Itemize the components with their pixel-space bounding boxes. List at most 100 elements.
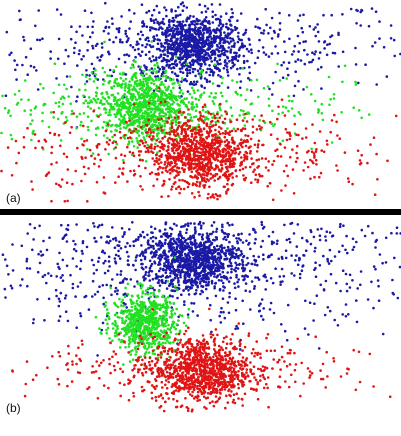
scatter-point [185, 74, 189, 77]
scatter-point [264, 53, 268, 56]
scatter-point [137, 42, 140, 46]
scatter-point [53, 62, 57, 65]
scatter-point [336, 169, 339, 172]
scatter-point [95, 268, 98, 272]
panel-a-series-0 [4, 1, 401, 129]
scatter-point [283, 146, 287, 149]
scatter-point [371, 231, 374, 235]
scatter-point [15, 161, 18, 165]
scatter-point [207, 167, 210, 170]
scatter-point [269, 301, 273, 305]
scatter-point [219, 265, 223, 269]
scatter-point [70, 112, 73, 116]
scatter-point [126, 125, 129, 128]
scatter-point [188, 54, 191, 58]
scatter-point [19, 18, 22, 21]
scatter-point [239, 109, 243, 112]
scatter-point [312, 161, 315, 165]
scatter-point [122, 293, 125, 296]
scatter-point [178, 67, 182, 71]
scatter-point [163, 122, 167, 125]
scatter-point [104, 129, 108, 133]
scatter-point [332, 93, 336, 96]
scatter-point [168, 18, 171, 22]
scatter-point [196, 22, 199, 26]
scatter-point [285, 238, 289, 242]
scatter-point [160, 94, 164, 97]
scatter-point [60, 178, 64, 181]
scatter-point [137, 97, 141, 100]
scatter-point [162, 83, 165, 86]
scatter-point [197, 125, 201, 129]
scatter-point [201, 57, 204, 61]
scatter-point [107, 260, 111, 263]
scatter-point [120, 115, 123, 118]
scatter-point [81, 73, 84, 77]
scatter-point [49, 57, 52, 60]
scatter-point [150, 67, 154, 70]
scatter-point [161, 131, 164, 135]
scatter-point [198, 49, 201, 52]
scatter-point [65, 240, 69, 243]
scatter-point [74, 249, 78, 253]
scatter-point [167, 194, 170, 198]
scatter-point [292, 192, 296, 195]
scatter-point [152, 114, 155, 117]
scatter-point [234, 129, 237, 133]
scatter-point [260, 314, 263, 318]
scatter-point [155, 157, 158, 160]
scatter-point [207, 277, 210, 281]
scatter-point [140, 244, 143, 247]
scatter-point [150, 225, 153, 229]
scatter-point [71, 286, 75, 290]
scatter-point [277, 112, 280, 116]
scatter-point [215, 18, 218, 21]
scatter-point [137, 47, 140, 51]
scatter-point [164, 71, 167, 75]
scatter-point [80, 58, 83, 61]
scatter-point [145, 146, 149, 150]
scatter-point [206, 7, 210, 10]
scatter-point [104, 26, 107, 30]
scatter-point [164, 238, 167, 242]
scatter-point [132, 103, 136, 106]
scatter-point [167, 250, 171, 253]
scatter-point [114, 65, 118, 68]
scatter-point [204, 281, 208, 284]
scatter-point [98, 58, 102, 62]
scatter-point [264, 157, 268, 160]
scatter-point [115, 292, 119, 296]
scatter-point [233, 63, 236, 66]
scatter-point [177, 95, 180, 98]
scatter-point [344, 272, 348, 276]
scatter-point [179, 2, 183, 6]
scatter-point [214, 96, 217, 99]
scatter-point [197, 123, 200, 127]
scatter-point [224, 132, 227, 135]
scatter-point [213, 285, 216, 288]
scatter-point [309, 177, 312, 180]
scatter-point [298, 256, 301, 260]
scatter-point [207, 280, 211, 284]
scatter-point [137, 134, 141, 137]
scatter-point [281, 105, 285, 108]
scatter-point [227, 46, 231, 49]
scatter-point [170, 130, 173, 133]
scatter-point [226, 26, 229, 30]
scatter-point [292, 50, 296, 53]
scatter-point [240, 129, 243, 132]
scatter-point [129, 169, 132, 173]
scatter-point [170, 94, 174, 97]
scatter-point [218, 106, 222, 110]
scatter-point [73, 46, 76, 50]
scatter-point [211, 82, 215, 85]
scatter-point [111, 135, 114, 139]
scatter-point [293, 44, 297, 48]
scatter-point [376, 279, 380, 282]
scatter-point [244, 134, 247, 137]
scatter-point [204, 180, 208, 184]
scatter-point [31, 321, 35, 325]
scatter-point [177, 23, 181, 27]
scatter-point [86, 200, 89, 203]
scatter-point [114, 181, 117, 184]
